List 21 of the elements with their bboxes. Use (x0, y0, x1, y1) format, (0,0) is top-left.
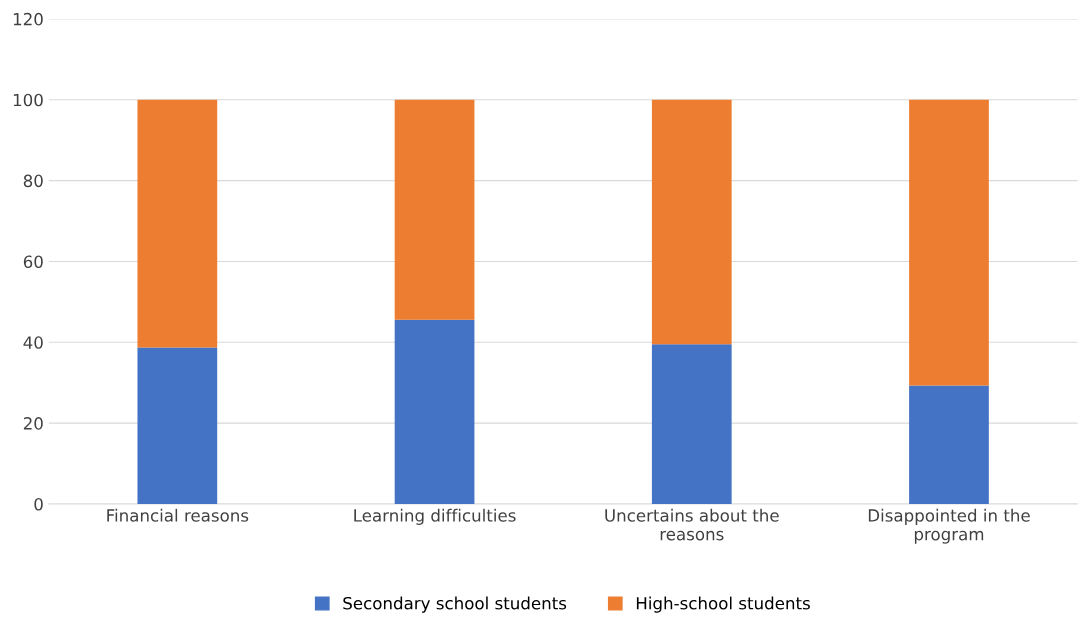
y-tick-label: 120 (13, 12, 43, 26)
bar (651, 344, 732, 504)
y-tick-label: 20 (23, 417, 43, 430)
x-tick-label: Disappointed in the program (868, 508, 1030, 544)
bar (909, 99, 989, 386)
bar (651, 99, 732, 345)
y-tick-label: 60 (23, 255, 43, 269)
legend-label: High-school students (636, 596, 810, 613)
bar (909, 385, 989, 504)
y-tick-label: 100 (13, 93, 43, 107)
x-tick-label: Financial reasons (107, 508, 249, 522)
bar (394, 99, 475, 320)
bar (394, 319, 475, 504)
y-tick-label: 80 (23, 174, 43, 188)
bar (137, 99, 218, 348)
legend-label: Secondary school students (343, 596, 567, 613)
y-tick-label: 40 (23, 336, 43, 349)
bar (137, 347, 218, 504)
x-tick-label: Learning difficulties (354, 508, 516, 525)
x-tick-label: Uncertains about the reasons (605, 508, 779, 541)
y-tick-label: 0 (34, 497, 43, 511)
